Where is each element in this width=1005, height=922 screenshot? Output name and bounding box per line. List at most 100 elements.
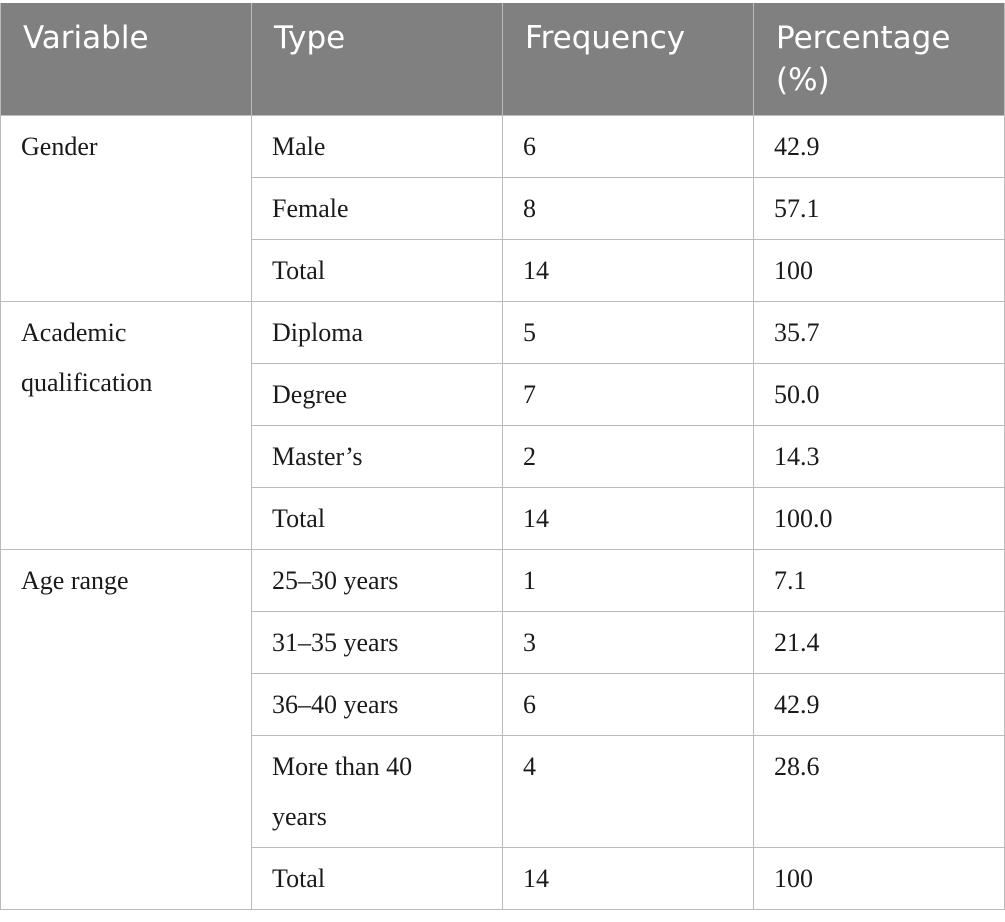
percentage-cell-text: 100.0 (774, 504, 833, 533)
percentage-cell: 100 (753, 847, 1005, 910)
type-cell: 31–35 years (251, 611, 503, 674)
header-cell: Type (251, 3, 503, 116)
table-body: Gender Male 6 42.9 Female 8 57.1 Total 14 100 Acad… (0, 115, 1005, 910)
variable-cell-text: Academic qualification (21, 318, 153, 397)
frequency-cell-text: 14 (523, 504, 549, 533)
frequency-cell-text: 2 (523, 442, 536, 471)
percentage-cell-text: 100 (774, 256, 813, 285)
percentage-cell-text: 21.4 (774, 628, 820, 657)
type-cell: More than 40 years (251, 735, 503, 848)
header-cell: Frequency (502, 3, 754, 116)
percentage-cell: 35.7 (753, 301, 1005, 364)
frequency-cell-text: 5 (523, 318, 536, 347)
table-row: Age range 25–30 years 1 7.1 (0, 549, 1005, 910)
frequency-cell-text: 7 (523, 380, 536, 409)
type-cell: Master’s (251, 425, 503, 488)
frequency-cell: 14 (502, 487, 754, 550)
frequency-cell-text: 1 (523, 566, 536, 595)
header-row: Variable Type Frequency Percentage (%) (0, 3, 1005, 116)
type-cell: Total (251, 487, 503, 550)
type-cell-text: Diploma (272, 318, 363, 347)
type-cell-text: Degree (272, 380, 348, 409)
frequency-cell: 5 (502, 301, 754, 364)
percentage-cell-text: 42.9 (774, 690, 820, 719)
frequency-cell: 2 (502, 425, 754, 488)
type-cell-text: More than 40 years (272, 752, 413, 831)
type-cell: Total (251, 239, 503, 302)
percentage-cell: 28.6 (753, 735, 1005, 848)
percentage-cell-text: 35.7 (774, 318, 820, 347)
percentage-cell-text: 14.3 (774, 442, 820, 471)
table-row: Gender Male 6 42.9 (0, 115, 1005, 302)
type-cell: Total (251, 847, 503, 910)
type-cell: 25–30 years (251, 549, 503, 612)
percentage-cell-text: 7.1 (774, 566, 807, 595)
type-cell: Diploma (251, 301, 503, 364)
frequency-cell-text: 3 (523, 628, 536, 657)
frequency-cell-text: 6 (523, 690, 536, 719)
table-row: More than 40 years 4 28.6 (1, 735, 1005, 848)
header-cell-text: Percentage (%) (776, 20, 951, 98)
type-cell: Female (251, 177, 503, 240)
variable-cell-text: Gender (21, 132, 98, 161)
type-cell: Degree (251, 363, 503, 426)
type-cell-text: Male (272, 132, 326, 161)
table-row: Academic qualification Diploma 5 35.7 (0, 301, 1005, 550)
type-cell-text: Total (272, 504, 326, 533)
header-cell: Percentage (%) (753, 3, 1005, 116)
frequency-cell-text: 8 (523, 194, 536, 223)
page: Variable Type Frequency Percentage (%) Gend… (0, 3, 1005, 922)
percentage-cell-text: 100 (774, 864, 813, 893)
frequency-cell: 1 (502, 549, 754, 612)
frequency-cell: 6 (502, 115, 754, 178)
frequency-cell-text: 6 (523, 132, 536, 161)
percentage-cell: 14.3 (753, 425, 1005, 488)
variable-cell: Age range (0, 549, 252, 910)
header-cell-text: Variable (23, 20, 149, 56)
table-row: Master’s 2 14.3 (1, 425, 1005, 488)
table-row: Total 14 100.0 (1, 487, 1005, 550)
type-cell-text: Total (272, 864, 326, 893)
percentage-cell-text: 28.6 (774, 752, 820, 781)
percentage-cell: 57.1 (753, 177, 1005, 240)
percentage-cell: 42.9 (753, 673, 1005, 736)
table-row: Total 14 100 (1, 847, 1005, 910)
type-cell: 36–40 years (251, 673, 503, 736)
percentage-cell: 50.0 (753, 363, 1005, 426)
table-row: Degree 7 50.0 (1, 363, 1005, 426)
frequency-cell: 8 (502, 177, 754, 240)
type-cell-text: Master’s (272, 442, 363, 471)
type-cell-text: 25–30 years (272, 566, 399, 595)
frequency-cell: 14 (502, 239, 754, 302)
type-cell: Male (251, 115, 503, 178)
frequency-cell: 3 (502, 611, 754, 674)
header-cell: Variable (0, 3, 252, 116)
type-cell-text: 31–35 years (272, 628, 399, 657)
frequency-cell: 4 (502, 735, 754, 848)
variable-cell-text: Age range (21, 566, 129, 595)
type-cell-text: 36–40 years (272, 690, 399, 719)
variable-cell: Academic qualification (0, 301, 252, 550)
type-cell-text: Total (272, 256, 326, 285)
percentage-cell: 100 (753, 239, 1005, 302)
frequency-cell-text: 14 (523, 256, 549, 285)
percentage-cell-text: 42.9 (774, 132, 820, 161)
percentage-cell: 21.4 (753, 611, 1005, 674)
table-row: 31–35 years 3 21.4 (1, 611, 1005, 674)
percentage-cell: 100.0 (753, 487, 1005, 550)
percentage-cell: 42.9 (753, 115, 1005, 178)
frequency-cell: 6 (502, 673, 754, 736)
variable-cell: Gender (0, 115, 252, 302)
frequency-cell-text: 14 (523, 864, 549, 893)
percentage-cell: 7.1 (753, 549, 1005, 612)
frequency-cell: 7 (502, 363, 754, 426)
table-row: Female 8 57.1 (1, 177, 1005, 240)
percentage-cell-text: 50.0 (774, 380, 820, 409)
header-cell-text: Frequency (525, 20, 686, 56)
table-header: Variable Type Frequency Percentage (%) (0, 3, 1005, 116)
header-cell-text: Type (274, 20, 346, 56)
frequency-cell-text: 4 (523, 752, 536, 781)
frequency-cell: 14 (502, 847, 754, 910)
type-cell-text: Female (272, 194, 349, 223)
table: Variable Type Frequency Percentage (%) Gend… (0, 3, 1005, 910)
